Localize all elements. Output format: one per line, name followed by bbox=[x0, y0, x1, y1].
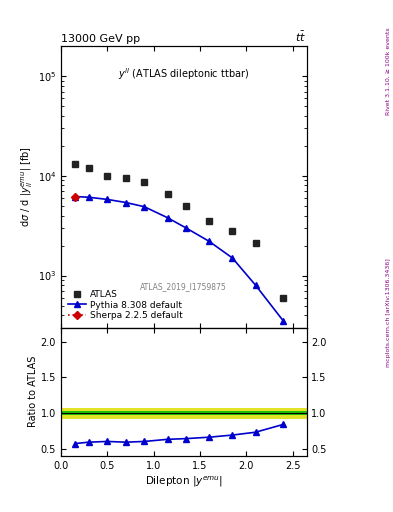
Pythia 8.308 default bbox=[142, 204, 147, 210]
Pythia 8.308 default bbox=[86, 194, 91, 200]
Y-axis label: Ratio to ATLAS: Ratio to ATLAS bbox=[28, 356, 38, 428]
ATLAS bbox=[86, 165, 91, 171]
ATLAS bbox=[105, 173, 110, 179]
Bar bbox=[61, 408, 307, 419]
Bar bbox=[61, 411, 307, 415]
Text: $\mathit{t\bar{t}}$: $\mathit{t\bar{t}}$ bbox=[296, 29, 307, 44]
ATLAS bbox=[165, 191, 170, 198]
Text: mcplots.cern.ch [arXiv:1306.3436]: mcplots.cern.ch [arXiv:1306.3436] bbox=[386, 258, 391, 367]
Text: ATLAS_2019_I1759875: ATLAS_2019_I1759875 bbox=[140, 282, 227, 291]
Line: ATLAS: ATLAS bbox=[72, 161, 287, 301]
Pythia 8.308 default bbox=[184, 225, 188, 231]
Pythia 8.308 default bbox=[123, 200, 128, 206]
ATLAS bbox=[123, 175, 128, 181]
Pythia 8.308 default bbox=[72, 194, 77, 200]
Pythia 8.308 default bbox=[230, 255, 235, 261]
ATLAS bbox=[207, 218, 211, 224]
Pythia 8.308 default bbox=[105, 196, 110, 202]
Pythia 8.308 default bbox=[281, 318, 286, 324]
Legend: ATLAS, Pythia 8.308 default, Sherpa 2.2.5 default: ATLAS, Pythia 8.308 default, Sherpa 2.2.… bbox=[65, 287, 185, 323]
Line: Pythia 8.308 default: Pythia 8.308 default bbox=[72, 193, 287, 325]
ATLAS bbox=[281, 294, 286, 301]
Pythia 8.308 default bbox=[165, 215, 170, 221]
ATLAS bbox=[72, 161, 77, 167]
ATLAS bbox=[184, 203, 188, 209]
X-axis label: Dilepton $|y^{emu}|$: Dilepton $|y^{emu}|$ bbox=[145, 475, 223, 489]
Text: 13000 GeV pp: 13000 GeV pp bbox=[61, 33, 140, 44]
Y-axis label: d$\sigma$ / d $|y^{emu}_{ll}|$ [fb]: d$\sigma$ / d $|y^{emu}_{ll}|$ [fb] bbox=[19, 146, 35, 227]
ATLAS bbox=[253, 240, 258, 246]
Pythia 8.308 default bbox=[207, 238, 211, 244]
ATLAS bbox=[142, 179, 147, 185]
Pythia 8.308 default bbox=[253, 282, 258, 288]
Text: $y^{ll}$ (ATLAS dileptonic ttbar): $y^{ll}$ (ATLAS dileptonic ttbar) bbox=[118, 66, 249, 81]
ATLAS bbox=[230, 228, 235, 234]
Text: Rivet 3.1.10, ≥ 100k events: Rivet 3.1.10, ≥ 100k events bbox=[386, 28, 391, 116]
